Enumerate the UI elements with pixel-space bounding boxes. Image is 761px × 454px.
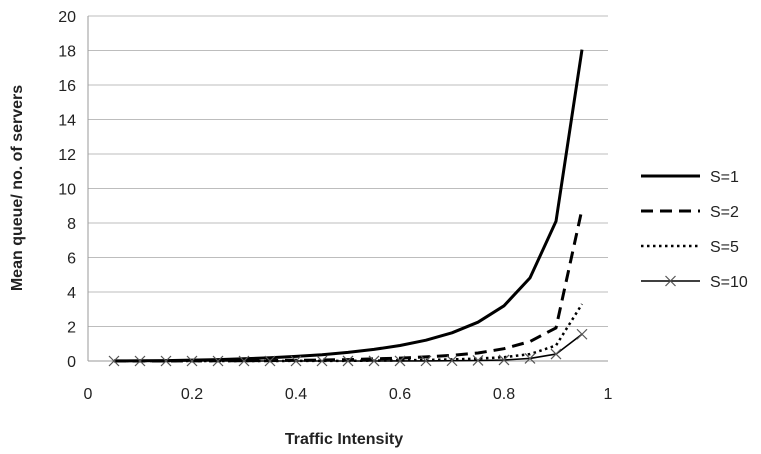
series-lines — [108, 49, 588, 367]
y-tick-label: 8 — [67, 216, 76, 233]
x-tick-label: 0.6 — [389, 386, 411, 403]
x-marker-stroke — [342, 355, 354, 367]
x-marker-stroke — [576, 328, 588, 340]
x-marker — [108, 355, 120, 367]
legend-item-s-10: S=10 — [641, 274, 748, 291]
y-tick-label: 6 — [67, 251, 76, 268]
x-marker — [238, 355, 250, 367]
y-tick-label: 10 — [58, 182, 76, 199]
y-axis-title: Mean queue/ no. of servers — [9, 85, 26, 291]
y-tick-label: 14 — [58, 113, 76, 130]
x-marker-stroke — [665, 275, 676, 287]
x-marker — [472, 355, 484, 366]
x-marker — [576, 328, 588, 340]
y-tick-label: 18 — [58, 44, 76, 61]
x-tick-label: 0.8 — [493, 386, 515, 403]
series-line-s-2 — [114, 208, 584, 363]
legend-item-s-5: S=5 — [641, 239, 739, 256]
x-marker-stroke — [212, 355, 224, 367]
legend: S=1 S=2 S=5 S=10 — [641, 169, 748, 291]
x-marker — [290, 355, 302, 367]
legend-item-s-2: S=2 — [641, 204, 739, 221]
x-marker — [550, 348, 562, 360]
x-marker-stroke — [290, 355, 302, 367]
x-marker-stroke — [186, 355, 198, 367]
x-marker-stroke — [160, 355, 172, 367]
x-tick-label: 1 — [604, 386, 613, 403]
x-marker — [264, 355, 276, 367]
x-marker-stroke — [264, 355, 276, 367]
x-marker-stroke — [550, 348, 562, 360]
x-marker-stroke — [420, 355, 432, 367]
y-tick-label: 20 — [58, 9, 76, 26]
x-axis-title: Traffic Intensity — [285, 431, 403, 448]
x-marker — [134, 355, 146, 367]
tick-labels: 0 2 4 6 8 10 12 14 16 18 20 0 0.2 0.4 0.6 0.8 1 — [58, 9, 612, 403]
x-marker-stroke — [498, 354, 510, 366]
x-marker — [420, 355, 432, 367]
legend-label: S=1 — [710, 169, 739, 186]
x-marker-stroke — [108, 355, 120, 367]
legend-label: S=2 — [710, 204, 739, 221]
x-marker — [160, 355, 172, 367]
gridlines — [88, 15, 608, 327]
x-marker-stroke — [238, 355, 250, 367]
legend-item-s-1: S=1 — [641, 169, 739, 186]
x-marker-stroke — [316, 355, 328, 367]
x-marker-stroke — [524, 352, 536, 364]
x-marker-stroke — [394, 355, 406, 367]
x-tick-label: 0.4 — [285, 386, 307, 403]
x-marker — [186, 355, 198, 367]
x-marker-stroke — [134, 355, 146, 367]
x-marker-stroke — [368, 355, 380, 367]
x-marker — [368, 355, 380, 367]
legend-label: S=5 — [710, 239, 739, 256]
x-tick-label: 0.2 — [181, 386, 203, 403]
x-marker-stroke — [472, 355, 484, 366]
y-tick-label: 12 — [58, 147, 76, 164]
y-tick-label: 0 — [67, 354, 76, 371]
y-tick-label: 2 — [67, 320, 76, 337]
x-marker — [212, 355, 224, 367]
y-tick-label: 16 — [58, 78, 76, 95]
x-marker-stroke — [446, 355, 458, 367]
x-marker — [524, 352, 536, 364]
y-tick-label: 4 — [67, 285, 76, 302]
series-line-s-1 — [113, 49, 584, 363]
legend-label: S=10 — [710, 274, 748, 291]
x-marker — [394, 355, 406, 367]
x-marker — [498, 354, 510, 366]
x-marker — [342, 355, 354, 367]
x-marker — [316, 355, 328, 367]
x-marker — [665, 275, 676, 287]
x-marker — [446, 355, 458, 367]
x-tick-label: 0 — [84, 386, 93, 403]
